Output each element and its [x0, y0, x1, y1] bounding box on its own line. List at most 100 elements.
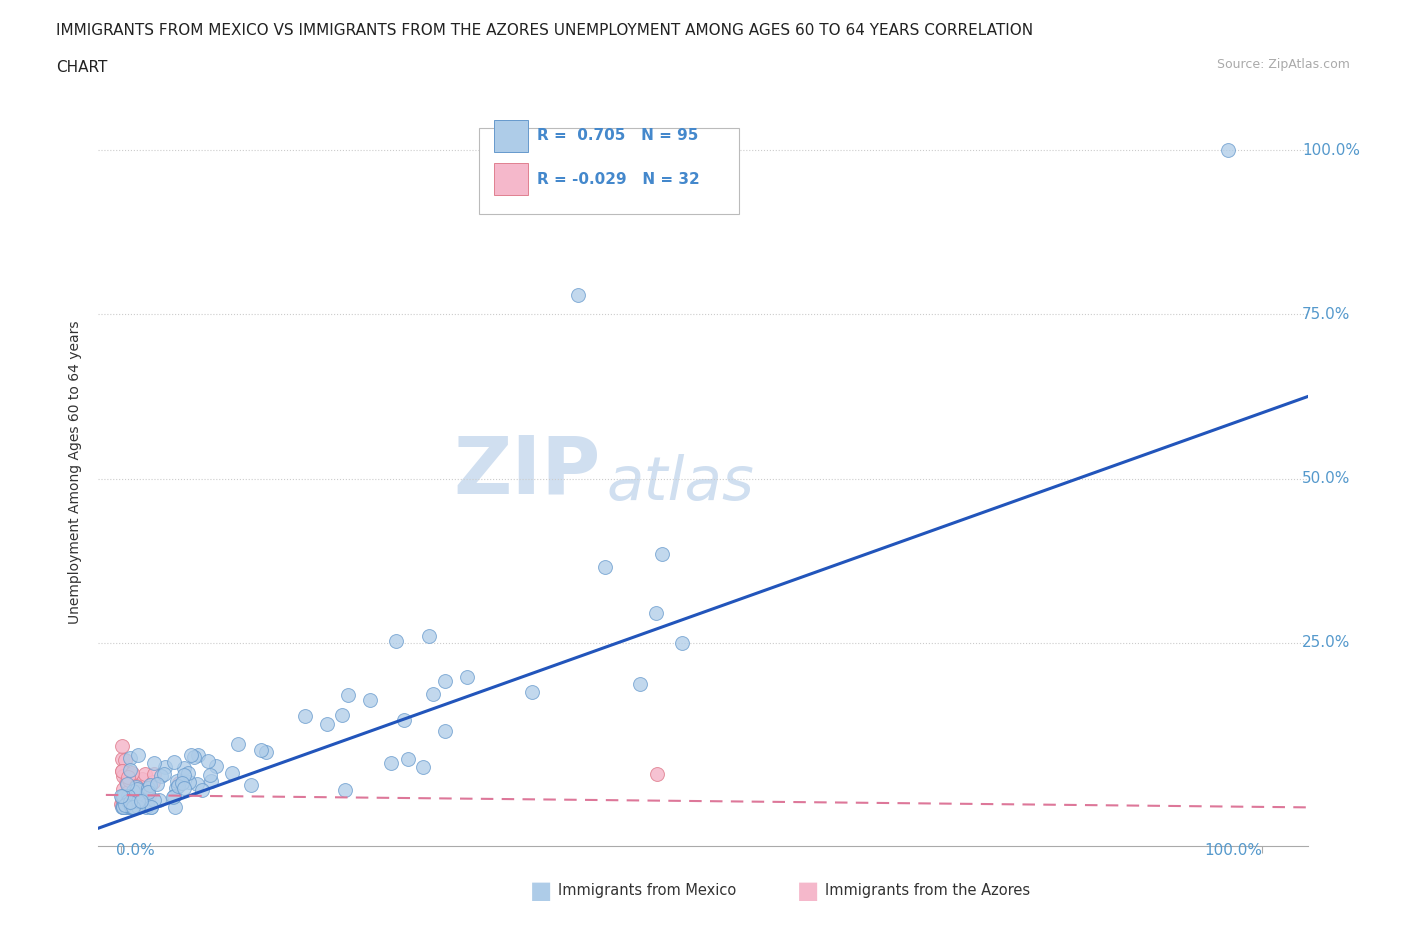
Point — [433, 724, 456, 738]
Point — [111, 800, 134, 815]
Bar — [494, 120, 527, 152]
Point — [647, 766, 669, 781]
Point — [118, 773, 141, 788]
Point — [380, 755, 402, 770]
Point — [163, 754, 186, 769]
Text: 100.0%: 100.0% — [1302, 142, 1360, 158]
Point — [593, 560, 616, 575]
Point — [124, 779, 146, 794]
Point — [139, 777, 162, 792]
Text: 75.0%: 75.0% — [1302, 307, 1350, 322]
Point — [143, 756, 166, 771]
Point — [117, 788, 139, 803]
Point — [141, 800, 163, 815]
Text: 50.0%: 50.0% — [1302, 471, 1350, 486]
Point — [121, 783, 143, 798]
Point — [111, 738, 134, 753]
Point — [153, 760, 176, 775]
Point — [336, 688, 359, 703]
Point — [129, 782, 152, 797]
Point — [1216, 142, 1239, 157]
Point — [132, 790, 155, 804]
Point — [200, 774, 222, 789]
Point — [330, 708, 353, 723]
Text: Immigrants from Mexico: Immigrants from Mexico — [558, 884, 737, 898]
Point — [183, 750, 205, 764]
Point — [111, 764, 134, 778]
Point — [114, 800, 136, 815]
Point — [111, 752, 134, 767]
Point — [315, 717, 337, 732]
Point — [117, 777, 139, 791]
Point — [120, 800, 142, 815]
Point — [520, 684, 543, 699]
Point — [131, 772, 153, 787]
Point — [110, 791, 132, 806]
Point — [434, 673, 457, 688]
Point — [163, 789, 186, 804]
Point — [162, 790, 184, 804]
Point — [418, 628, 440, 643]
Point — [190, 783, 212, 798]
Point — [111, 764, 134, 778]
Point — [177, 774, 200, 789]
Point — [221, 765, 243, 780]
Point — [128, 785, 150, 800]
Point — [120, 800, 142, 815]
Text: ■: ■ — [530, 879, 553, 903]
Point — [110, 800, 132, 815]
Point — [111, 769, 134, 784]
Y-axis label: Unemployment Among Ages 60 to 64 years: Unemployment Among Ages 60 to 64 years — [69, 320, 83, 624]
Text: R =  0.705   N = 95: R = 0.705 N = 95 — [537, 128, 699, 143]
Text: R = -0.029   N = 32: R = -0.029 N = 32 — [537, 171, 700, 187]
Point — [254, 744, 277, 759]
Point — [142, 792, 165, 807]
Point — [118, 751, 141, 765]
Text: CHART: CHART — [56, 60, 108, 74]
Point — [186, 777, 208, 791]
Text: Immigrants from the Azores: Immigrants from the Azores — [825, 884, 1031, 898]
Point — [120, 795, 142, 810]
Point — [359, 693, 381, 708]
Point — [177, 765, 200, 780]
Point — [567, 287, 589, 302]
Point — [115, 775, 138, 790]
Point — [117, 769, 139, 784]
Point — [200, 768, 222, 783]
Point — [163, 800, 186, 815]
Point — [141, 800, 163, 815]
Point — [121, 800, 143, 815]
Point — [111, 790, 134, 804]
Point — [153, 767, 176, 782]
Point — [173, 760, 195, 775]
Text: IMMIGRANTS FROM MEXICO VS IMMIGRANTS FROM THE AZORES UNEMPLOYMENT AMONG AGES 60 : IMMIGRANTS FROM MEXICO VS IMMIGRANTS FRO… — [56, 23, 1033, 38]
Point — [422, 686, 444, 701]
Point — [240, 777, 263, 792]
Point — [117, 794, 139, 809]
Point — [136, 780, 159, 795]
Point — [112, 781, 135, 796]
Point — [142, 766, 165, 781]
Point — [127, 748, 149, 763]
Point — [145, 777, 167, 791]
Point — [651, 546, 673, 561]
Point — [180, 748, 202, 763]
Point — [173, 780, 195, 795]
Point — [166, 778, 188, 793]
Text: 0.0%: 0.0% — [115, 843, 155, 858]
Point — [124, 787, 146, 802]
Point — [628, 677, 651, 692]
Point — [136, 785, 159, 800]
Point — [121, 766, 143, 781]
Text: ZIP: ZIP — [453, 433, 600, 511]
Point — [197, 753, 219, 768]
Point — [166, 773, 188, 788]
Point — [412, 760, 434, 775]
Point — [114, 798, 136, 813]
Text: 100.0%: 100.0% — [1204, 843, 1263, 858]
Point — [127, 793, 149, 808]
Point — [333, 782, 356, 797]
Point — [124, 786, 146, 801]
Point — [456, 670, 478, 684]
Point — [115, 774, 138, 789]
